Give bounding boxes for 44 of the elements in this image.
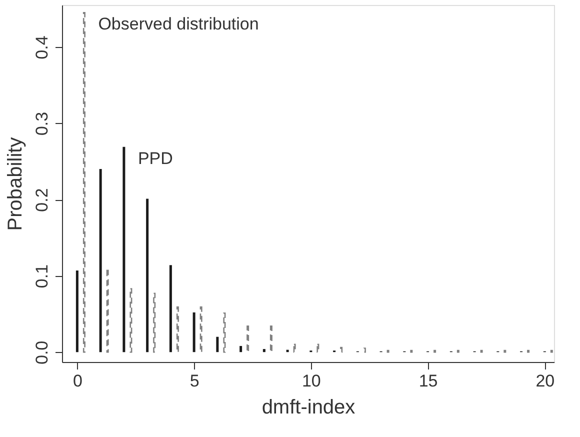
y-axis-title: Probability xyxy=(4,137,26,231)
y-tick-label: 0.4 xyxy=(32,36,52,60)
bar xyxy=(316,344,320,353)
bar xyxy=(410,350,413,353)
bar xyxy=(527,350,530,353)
bar xyxy=(146,198,149,352)
bar xyxy=(340,346,343,353)
bar xyxy=(122,146,126,352)
bar xyxy=(99,169,102,352)
y-tick-label: 0.2 xyxy=(32,188,52,212)
bar xyxy=(240,346,242,352)
bar xyxy=(82,12,86,353)
bar xyxy=(76,270,78,352)
x-tick-label: 10 xyxy=(302,372,321,390)
bar xyxy=(480,350,483,353)
x-tick-label: 20 xyxy=(536,372,555,390)
x-tick-label: 5 xyxy=(190,372,200,390)
bar xyxy=(246,325,250,353)
bar xyxy=(456,350,460,353)
bar xyxy=(216,336,219,352)
bar xyxy=(169,265,172,352)
x-tick-label: 0 xyxy=(72,372,82,390)
bar xyxy=(153,292,156,353)
bar xyxy=(386,350,390,353)
bar xyxy=(293,344,296,353)
y-tick-label: 0.0 xyxy=(32,340,52,364)
y-tick-label: 0.3 xyxy=(32,112,52,136)
bar xyxy=(223,312,226,353)
series-label: Observed distribution xyxy=(98,14,259,34)
bar xyxy=(262,349,266,352)
bar xyxy=(434,350,436,353)
bar xyxy=(200,306,202,353)
bar xyxy=(504,350,506,353)
bar xyxy=(176,306,179,353)
bar xyxy=(363,348,366,353)
series-label: PPD xyxy=(138,148,173,168)
bar xyxy=(192,312,196,352)
bar xyxy=(106,270,109,353)
x-axis-title: dmft-index xyxy=(262,396,356,418)
bar xyxy=(550,350,553,353)
bar xyxy=(130,288,132,353)
bar xyxy=(270,325,272,353)
y-tick-label: 0.1 xyxy=(32,264,52,288)
x-tick-label: 15 xyxy=(418,372,438,390)
